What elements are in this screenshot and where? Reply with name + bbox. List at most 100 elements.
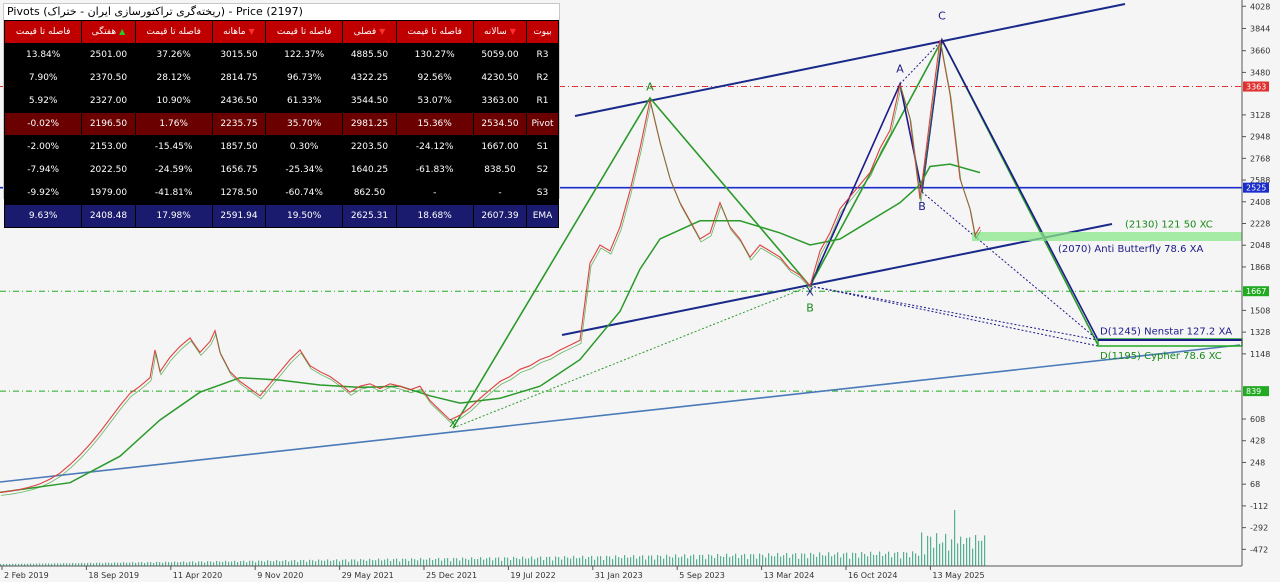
- volume-bar: [675, 554, 677, 566]
- volume-bar: [291, 560, 293, 566]
- volume-bar: [888, 551, 890, 566]
- volume-bar: [507, 557, 509, 566]
- volume-bar: [741, 554, 743, 566]
- volume-bar: [645, 559, 647, 566]
- volume-bar: [474, 559, 476, 566]
- x-tick-label: 11 Apr 2020: [173, 571, 222, 580]
- volume-bar: [186, 562, 188, 566]
- pivots-cell: -: [473, 182, 526, 204]
- volume-bar: [306, 561, 308, 566]
- pivots-header-4: فاصله تا قیمت: [266, 21, 343, 43]
- volume-bar: [552, 560, 554, 566]
- pivots-cell: 2436.50: [212, 90, 265, 112]
- volume-bar: [303, 560, 305, 566]
- volume-bar: [813, 554, 815, 566]
- volume-bar: [753, 554, 755, 566]
- y-tick-label: 2588: [1250, 176, 1270, 185]
- pivots-table: فاصله تا قیمت هفتگی ▲ فاصله تا قیمت ماهانه ▼ ف…: [4, 20, 559, 228]
- volume-bar: [495, 557, 497, 566]
- volume-bar: [282, 560, 284, 566]
- volume-bar: [633, 555, 635, 566]
- volume-bar: [825, 555, 827, 566]
- volume-bar: [276, 560, 278, 566]
- volume-bar: [315, 561, 317, 566]
- volume-bar: [444, 558, 446, 566]
- pivots-cell: 3544.50: [343, 90, 396, 112]
- y-tick-label: -292: [1250, 524, 1268, 533]
- volume-bar: [726, 553, 728, 566]
- pivots-cell: -15.45%: [135, 136, 212, 158]
- pivots-cell: 5059.00: [473, 44, 526, 66]
- volume-bar: [780, 556, 782, 566]
- volume-bar: [762, 554, 764, 566]
- volume-bar: [786, 552, 788, 566]
- volume-bar: [747, 559, 749, 566]
- price-series-shadow: [0, 42, 982, 496]
- volume-bar: [402, 558, 404, 566]
- volume-bar: [69, 563, 71, 566]
- volume-bar: [519, 559, 521, 566]
- pivots-cell: 17.98%: [135, 205, 212, 227]
- volume-bar: [609, 556, 611, 566]
- volume-bar: [240, 561, 242, 566]
- volume-bar: [558, 557, 560, 566]
- volume-bar: [210, 561, 212, 566]
- volume-bar: [57, 563, 59, 566]
- pivots-cell: 1278.50: [212, 182, 265, 204]
- pivots-header-label: هفتگی: [91, 27, 117, 37]
- pivots-cell: -24.12%: [396, 136, 473, 158]
- pivots-cell: 92.56%: [396, 67, 473, 89]
- pivots-cell: 7.90%: [5, 67, 82, 89]
- pivots-row-r1: 5.92% 2327.00 10.90% 2436.50 61.33% 3544.50 53…: [5, 90, 558, 112]
- pivots-row-label: EMA: [527, 205, 558, 227]
- pivots-cell: 53.07%: [396, 90, 473, 112]
- y-tick-label: 3660: [1250, 47, 1270, 56]
- pivots-row-r3: 13.84% 2501.00 37.26% 3015.50 122.37% 4885.50…: [5, 44, 558, 66]
- price-label-box-0: [1243, 81, 1269, 92]
- volume-bar: [171, 562, 173, 566]
- volume-bar: [885, 553, 887, 566]
- volume-bar: [66, 563, 68, 566]
- volume-bar: [51, 563, 53, 566]
- volume-bar: [849, 558, 851, 566]
- pivots-header-3: ماهانه ▼: [212, 21, 265, 43]
- volume-bar: [144, 562, 146, 566]
- volume-bar: [657, 555, 659, 566]
- volume-bar: [531, 556, 533, 566]
- volume-bar: [876, 555, 878, 566]
- volume-bar: [768, 553, 770, 566]
- price-label-box-3: [1243, 386, 1269, 397]
- x-tick-label: 2 Feb 2019: [4, 571, 49, 580]
- pivots-cell: 2814.75: [212, 67, 265, 89]
- volume-bar: [735, 553, 737, 566]
- volume-bar: [717, 553, 719, 566]
- volume-bar: [114, 562, 116, 566]
- pivots-cell: -61.83%: [396, 159, 473, 181]
- volume-bar: [93, 563, 95, 566]
- y-tick-label: 1868: [1250, 263, 1270, 272]
- volume-bar: [84, 563, 86, 566]
- volume-bar: [0, 564, 2, 566]
- pivots-header-label: فاصله تا قیمت: [146, 27, 201, 37]
- blue-xd-dotted-2: [809, 285, 1099, 347]
- pivots-cell: 2327.00: [82, 90, 135, 112]
- volume-bar: [804, 553, 806, 566]
- volume-bar: [339, 561, 341, 566]
- volume-bar: [630, 557, 632, 566]
- pivots-cell: 2591.94: [212, 205, 265, 227]
- pivots-header-6: فاصله تا قیمت: [396, 21, 473, 43]
- volume-bar: [642, 555, 644, 566]
- volume-bar: [60, 563, 62, 566]
- volume-bar: [312, 560, 314, 566]
- volume-bar: [54, 563, 56, 566]
- volume-bar: [126, 562, 128, 566]
- volume-bar: [348, 561, 350, 566]
- volume-bar: [165, 561, 167, 566]
- volume-bar: [63, 563, 65, 566]
- volume-bar: [684, 554, 686, 566]
- pivots-cell: 2235.75: [212, 113, 265, 135]
- volume-bar: [591, 555, 593, 566]
- volume-bar: [138, 562, 140, 566]
- pattern-label-4: X: [806, 286, 814, 299]
- volume-bar: [936, 533, 938, 566]
